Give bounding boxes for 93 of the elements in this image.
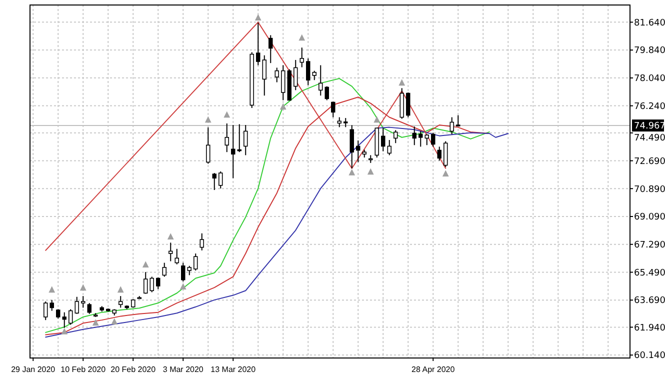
candlestick <box>118 296 123 308</box>
x-tick-label: 28 Apr 2020 <box>412 365 456 374</box>
candlestick <box>224 122 229 153</box>
y-tick-label: 74.490 <box>634 134 665 144</box>
candlestick <box>256 22 260 66</box>
point <box>142 261 149 268</box>
candlestick <box>187 265 192 276</box>
candlestick <box>194 252 198 272</box>
y-tick-label: 70.890 <box>634 184 665 195</box>
candlestick <box>387 140 392 156</box>
point <box>367 168 374 175</box>
point <box>180 283 186 290</box>
point <box>61 328 68 334</box>
candlestick <box>406 92 410 118</box>
candlestick <box>444 140 448 168</box>
candlestick <box>437 146 442 162</box>
candlestick <box>50 299 54 312</box>
y-tick-label: 60.140 <box>634 351 665 362</box>
candlestick <box>268 34 273 64</box>
candlestick <box>218 170 223 189</box>
y-tick-label: 78.040 <box>634 74 665 84</box>
candlestick <box>81 296 86 308</box>
y-tick-label: 69.090 <box>634 212 665 223</box>
candlestick <box>350 124 354 169</box>
candlestick <box>418 130 423 148</box>
candlestick <box>156 276 160 290</box>
candlestick <box>281 64 286 101</box>
candlestick <box>318 64 323 96</box>
candlestick <box>231 124 236 179</box>
y-tick-label: 61.940 <box>634 323 665 334</box>
x-tick-label: 13 Mar 2020 <box>210 365 256 374</box>
candlestick <box>394 130 398 144</box>
candlestick <box>244 124 248 156</box>
point <box>48 286 56 293</box>
candlestick <box>262 54 266 96</box>
point <box>224 111 230 118</box>
candlestick <box>344 118 348 128</box>
candlestick <box>181 262 186 282</box>
candlestick <box>168 242 173 262</box>
line-series <box>45 126 509 338</box>
point <box>348 168 356 176</box>
candlestick <box>162 262 166 278</box>
point <box>280 103 286 110</box>
point <box>254 14 262 21</box>
candlestick <box>274 67 279 83</box>
candlestick <box>212 172 216 191</box>
candlestick <box>144 272 148 294</box>
x-tick-label: 10 Feb 2020 <box>60 365 106 374</box>
line-series <box>45 22 446 251</box>
y-tick-label: 67.290 <box>634 240 665 251</box>
candlestick <box>56 308 60 320</box>
point <box>204 116 212 123</box>
point <box>442 170 449 176</box>
candlestick <box>456 114 460 126</box>
x-tick-label: 3 Mar 2020 <box>162 365 204 374</box>
candlestick <box>44 300 48 321</box>
y-tick-label: 76.240 <box>634 102 665 112</box>
y-tick-label: 79.840 <box>634 46 665 56</box>
candlestick <box>87 302 92 314</box>
point <box>398 79 406 86</box>
candlestick <box>200 232 204 251</box>
candlestick <box>68 308 73 326</box>
y-tick-label: 63.690 <box>634 296 665 306</box>
point <box>111 318 118 324</box>
candlestick <box>306 58 310 86</box>
candlestick <box>412 126 416 146</box>
candlestick <box>300 47 304 68</box>
candlestick <box>431 132 436 148</box>
candlestick <box>337 116 342 128</box>
candlestick <box>312 70 316 81</box>
candlestick <box>150 276 154 293</box>
y-tick-label: 81.640 <box>634 18 665 28</box>
candlestick <box>174 248 179 265</box>
point <box>80 284 86 291</box>
point <box>374 116 380 123</box>
y-tick-label: 65.490 <box>634 268 665 278</box>
candlestick <box>331 101 336 118</box>
candlestick <box>400 88 404 120</box>
x-tick-label: 29 Jan 2020 <box>11 365 56 374</box>
candlestick <box>381 128 386 152</box>
point <box>92 319 99 326</box>
y-tick-label: 72.690 <box>634 156 665 167</box>
candlestick <box>356 140 360 163</box>
candlestick <box>450 116 454 135</box>
candlestick <box>206 126 210 164</box>
candlestick <box>74 296 79 314</box>
point <box>167 233 174 240</box>
x-tick-label: 20 Feb 2020 <box>110 365 156 374</box>
ref-line-label: 74.967 <box>634 122 665 132</box>
candlestick <box>324 86 329 101</box>
candlestick <box>294 59 298 91</box>
point <box>117 286 124 293</box>
point <box>298 34 306 41</box>
